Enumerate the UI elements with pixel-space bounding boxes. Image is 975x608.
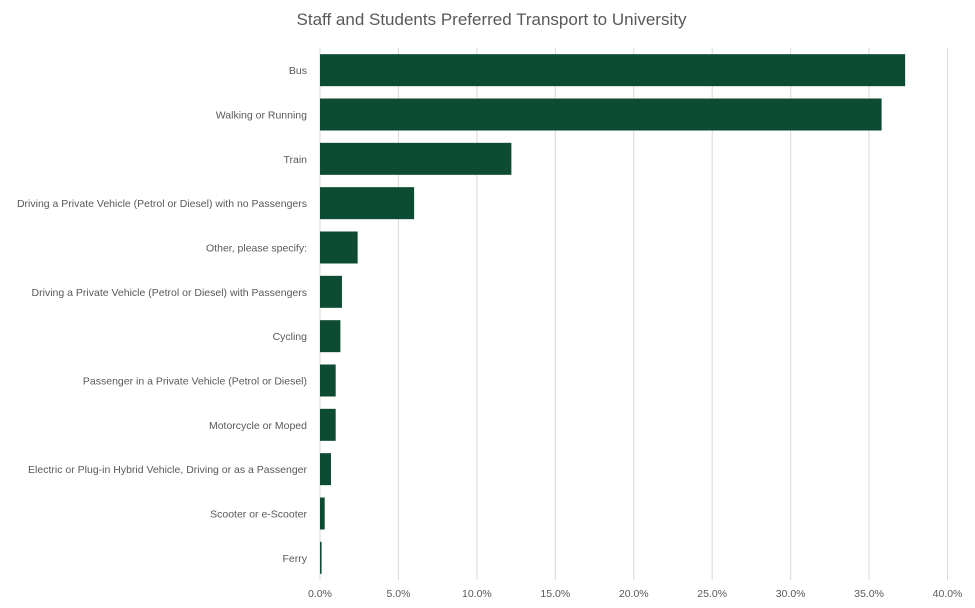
bar	[320, 497, 325, 530]
chart-title: Staff and Students Preferred Transport t…	[296, 10, 687, 29]
x-tick-label: 0.0%	[308, 588, 332, 600]
bar	[320, 187, 415, 220]
x-tick-label: 5.0%	[386, 588, 410, 600]
bar	[320, 275, 342, 308]
y-category-label: Train	[283, 154, 307, 166]
y-category-label: Driving a Private Vehicle (Petrol or Die…	[32, 287, 307, 299]
y-category-label: Cycling	[273, 331, 308, 343]
bar	[320, 364, 336, 397]
y-category-label: Ferry	[283, 553, 308, 565]
x-tick-label: 35.0%	[854, 588, 884, 600]
x-tick-label: 20.0%	[619, 588, 649, 600]
x-tick-label: 10.0%	[462, 588, 492, 600]
x-tick-label: 25.0%	[697, 588, 727, 600]
x-tick-label: 40.0%	[933, 588, 963, 600]
y-category-label: Walking or Running	[216, 110, 307, 122]
bar	[320, 142, 512, 175]
bar	[320, 98, 882, 131]
bar	[320, 541, 322, 574]
bar	[320, 231, 358, 264]
x-tick-label: 15.0%	[540, 588, 570, 600]
y-category-label: Bus	[289, 65, 307, 77]
bar	[320, 54, 906, 87]
bar	[320, 408, 336, 441]
y-category-label: Driving a Private Vehicle (Petrol or Die…	[17, 198, 307, 210]
bar	[320, 320, 341, 353]
x-tick-label: 30.0%	[776, 588, 806, 600]
bar	[320, 453, 331, 486]
y-category-label: Scooter or e-Scooter	[210, 509, 307, 521]
y-category-label: Motorcycle or Moped	[209, 420, 307, 432]
y-category-label: Other, please specify:	[206, 243, 307, 255]
y-category-label: Passenger in a Private Vehicle (Petrol o…	[83, 376, 307, 388]
y-category-label: Electric or Plug-in Hybrid Vehicle, Driv…	[28, 464, 307, 476]
